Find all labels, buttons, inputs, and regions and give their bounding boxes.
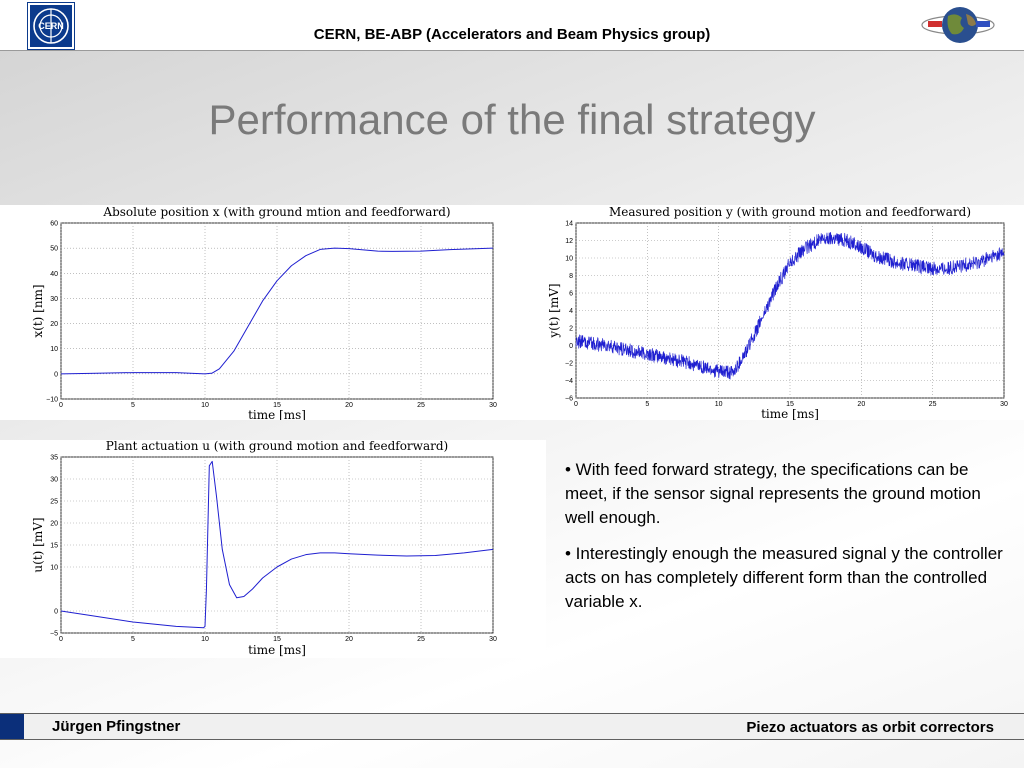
x-tick-label: 30 bbox=[489, 402, 497, 409]
x-tick-label: 25 bbox=[417, 636, 425, 643]
x-tick-label: 20 bbox=[857, 401, 865, 408]
chart-measured-position: 0 5 10 15 20 25 30 −6 −4 −2 0 2 4 6 8 10 12 14 Measured po… bbox=[547, 205, 1008, 420]
y-tick-label: 30 bbox=[50, 296, 58, 303]
y-tick-label: −5 bbox=[50, 631, 58, 638]
footer-author: Jürgen Pfingstner bbox=[52, 718, 181, 735]
x-tick-label: 0 bbox=[59, 636, 63, 643]
globe-logo-icon bbox=[918, 2, 998, 48]
x-tick-label: 5 bbox=[131, 636, 135, 643]
x-tick-label: 15 bbox=[786, 401, 794, 408]
plot-title: Plant actuation u (with ground motion an… bbox=[106, 440, 448, 453]
x-tick-label: 20 bbox=[345, 402, 353, 409]
x-tick-label: 0 bbox=[59, 402, 63, 409]
series-line bbox=[60, 460, 494, 629]
x-tick-label: 25 bbox=[417, 402, 425, 409]
y-tick-label: 8 bbox=[569, 273, 573, 280]
y-tick-label: 20 bbox=[50, 521, 58, 528]
bullet-feedforward: • With feed forward strategy, the specif… bbox=[565, 460, 981, 527]
y-tick-label: 6 bbox=[569, 291, 573, 298]
x-tick-label: 15 bbox=[273, 636, 281, 643]
x-tick-label: 10 bbox=[201, 402, 209, 409]
y-tick-label: 4 bbox=[569, 308, 573, 315]
y-tick-label: 30 bbox=[50, 477, 58, 484]
header-bar: CERN CERN, BE-ABP (Accelerators and Beam… bbox=[0, 0, 1024, 51]
y-axis-label: u(t) [mV] bbox=[31, 517, 45, 572]
footer-accent bbox=[0, 714, 24, 739]
y-axis-label: y(t) [mV] bbox=[547, 283, 561, 338]
y-tick-label: 0 bbox=[569, 343, 573, 350]
cern-logo-graphic: CERN bbox=[33, 8, 69, 44]
y-tick-label: 25 bbox=[50, 499, 58, 506]
x-tick-label: 10 bbox=[201, 636, 209, 643]
x-tick-label: 10 bbox=[715, 401, 723, 408]
y-tick-label: 50 bbox=[50, 246, 58, 253]
series-line bbox=[575, 232, 1005, 380]
y-tick-label: 2 bbox=[569, 326, 573, 333]
y-tick-label: 14 bbox=[565, 221, 573, 228]
x-tick-label: 30 bbox=[489, 636, 497, 643]
slide-title: Performance of the final strategy bbox=[208, 96, 816, 143]
x-axis-label: time [ms] bbox=[248, 643, 306, 657]
y-tick-label: 10 bbox=[565, 256, 573, 263]
y-tick-label: 10 bbox=[50, 346, 58, 353]
cern-logo-text: CERN bbox=[38, 21, 64, 31]
footer-topic: Piezo actuators as orbit correctors bbox=[746, 719, 994, 736]
cern-logo: CERN bbox=[27, 2, 75, 50]
x-tick-label: 15 bbox=[273, 402, 281, 409]
x-tick-label: 0 bbox=[574, 401, 578, 408]
x-tick-label: 25 bbox=[929, 401, 937, 408]
footer-bar: Jürgen Pfingstner Piezo actuators as orb… bbox=[0, 713, 1024, 740]
x-tick-label: 20 bbox=[345, 636, 353, 643]
x-axis-label: time [ms] bbox=[761, 407, 819, 420]
y-tick-label: 40 bbox=[50, 271, 58, 278]
y-tick-label: 10 bbox=[50, 565, 58, 572]
y-tick-label: 12 bbox=[565, 238, 573, 245]
series-line bbox=[60, 247, 494, 375]
x-tick-label: 30 bbox=[1000, 401, 1008, 408]
x-tick-label: 5 bbox=[131, 402, 135, 409]
x-tick-label: 5 bbox=[645, 401, 649, 408]
plot-title: Measured position y (with ground motion … bbox=[609, 205, 971, 219]
y-tick-label: 0 bbox=[54, 371, 58, 378]
y-tick-label: −6 bbox=[565, 396, 573, 403]
plot-panel-measured-position: 0 5 10 15 20 25 30 −6 −4 −2 0 2 4 6 8 10 12 14 Measured po… bbox=[546, 205, 1024, 420]
plot-panel-plant-actuation: 0 5 10 15 20 25 30 −5 0 10 15 20 25 30 35 Plant actuati… bbox=[0, 440, 546, 658]
y-tick-label: 60 bbox=[50, 221, 58, 228]
y-tick-label: −2 bbox=[565, 361, 573, 368]
y-tick-label: 20 bbox=[50, 321, 58, 328]
header-group-name: CERN, BE-ABP (Accelerators and Beam Phys… bbox=[313, 26, 711, 43]
plot-title: Absolute position x (with ground mtion a… bbox=[102, 205, 450, 219]
y-tick-label: 15 bbox=[50, 543, 58, 550]
x-axis-label: time [ms] bbox=[248, 408, 306, 420]
bullet-measured-signal: • Interestingly enough the measured sign… bbox=[565, 544, 1003, 611]
y-axis-label: x(t) [nm] bbox=[31, 284, 45, 337]
plot-panel-absolute-position: 0 5 10 15 20 25 30 −10 0 10 20 30 40 50 60 Absolute pos… bbox=[0, 205, 546, 420]
y-tick-label: 0 bbox=[54, 609, 58, 616]
y-tick-label: −10 bbox=[46, 397, 58, 404]
y-tick-label: 35 bbox=[50, 455, 58, 462]
y-tick-label: −4 bbox=[565, 378, 573, 385]
bullet-list: • With feed forward strategy, the specif… bbox=[565, 458, 1005, 626]
